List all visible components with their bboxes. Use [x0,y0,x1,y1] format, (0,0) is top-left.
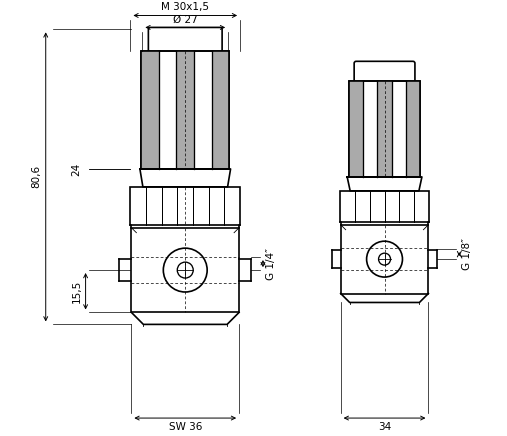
Text: 24: 24 [71,162,82,176]
Bar [141,51,229,169]
Text: Ø 27: Ø 27 [173,14,198,24]
Bar [349,81,420,177]
Bar [176,51,194,169]
Text: 34: 34 [378,422,391,432]
Bar [131,228,239,313]
Text: 15,5: 15,5 [71,279,82,303]
Text: G 1/4″: G 1/4″ [266,248,276,279]
Bar [130,187,240,225]
Text: M 30x1,5: M 30x1,5 [161,3,209,13]
Bar [406,81,420,177]
Text: SW 36: SW 36 [168,422,202,432]
Bar [141,51,159,169]
Bar [141,51,229,169]
Bar [340,191,429,222]
Bar [377,81,392,177]
FancyBboxPatch shape [354,61,415,83]
Bar [349,81,420,177]
Bar [341,225,428,293]
Bar [349,81,363,177]
FancyBboxPatch shape [149,27,222,53]
Text: G 1/8″: G 1/8″ [462,238,472,270]
Bar [211,51,229,169]
Text: 80,6: 80,6 [32,165,42,188]
